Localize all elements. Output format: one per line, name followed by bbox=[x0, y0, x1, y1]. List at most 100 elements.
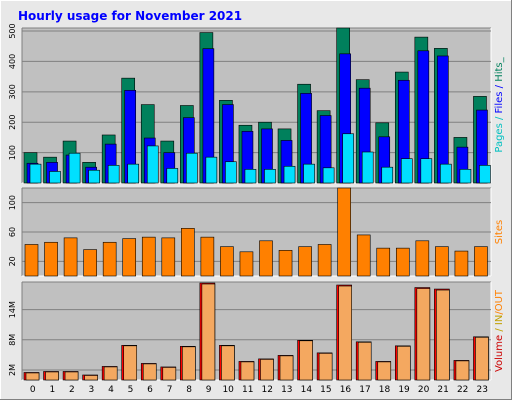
legend-part: _ bbox=[494, 56, 505, 63]
x-tick-label: 9 bbox=[206, 385, 212, 395]
legend-label: Pages / Files / Hits_ bbox=[494, 56, 505, 152]
in-bar bbox=[260, 359, 274, 381]
x-tick-label: 17 bbox=[359, 385, 370, 395]
pages-bar bbox=[127, 163, 140, 184]
sites-bar bbox=[24, 244, 39, 277]
sites-bar bbox=[141, 236, 156, 277]
pages-bar bbox=[205, 156, 218, 184]
pages-bar bbox=[400, 158, 413, 184]
x-tick-label: 16 bbox=[340, 385, 352, 395]
pages-bar bbox=[303, 163, 315, 184]
legend-part: / bbox=[494, 325, 505, 335]
pages-bar bbox=[283, 165, 296, 184]
pages-bar bbox=[440, 163, 452, 184]
in-bar bbox=[142, 363, 157, 381]
pages-bar bbox=[479, 165, 491, 184]
x-tick-label: 22 bbox=[457, 385, 468, 395]
in-bar bbox=[182, 346, 196, 381]
y-tick-label: 200 bbox=[8, 115, 17, 130]
in-bar bbox=[318, 353, 333, 381]
in-bar bbox=[338, 285, 352, 381]
legend-label: Sites bbox=[494, 220, 505, 244]
in-bar bbox=[162, 367, 177, 381]
in-bar bbox=[84, 375, 98, 381]
pages-bar bbox=[166, 168, 179, 184]
pages-bar bbox=[381, 166, 394, 184]
pages-bar bbox=[244, 169, 257, 184]
in-bar bbox=[25, 372, 40, 381]
pages-bar bbox=[29, 163, 42, 184]
sites-bar bbox=[415, 240, 430, 277]
pages-bar bbox=[225, 161, 237, 184]
x-tick-label: 20 bbox=[418, 385, 430, 395]
y-tick-label: 500 bbox=[8, 23, 17, 38]
y-tick-label: 8M bbox=[8, 334, 17, 346]
in-bar bbox=[299, 340, 313, 381]
panel-hits-files-pages: 100 200 300 400 500 Pages / Files / Hits_ bbox=[8, 23, 505, 184]
x-tick-label: 3 bbox=[89, 385, 95, 395]
sites-bar bbox=[181, 228, 195, 277]
y-tick-label: 14M bbox=[8, 301, 17, 318]
legend-part: Pages bbox=[494, 123, 505, 152]
panel-sites: 20 60 100 Sites bbox=[8, 187, 505, 277]
sites-bar bbox=[63, 237, 78, 277]
sites-bar bbox=[278, 250, 293, 277]
sites-bar bbox=[435, 246, 449, 277]
sites-bar bbox=[161, 237, 176, 277]
pages-bar bbox=[361, 151, 374, 184]
in-bar bbox=[201, 283, 216, 381]
x-tick-label: 4 bbox=[108, 385, 114, 395]
in-bar bbox=[279, 355, 294, 381]
sites-bar bbox=[395, 247, 410, 277]
x-tick-label: 14 bbox=[301, 385, 313, 395]
sites-bar bbox=[220, 246, 234, 277]
sites-bar bbox=[337, 187, 351, 277]
legend-part: Sites bbox=[494, 220, 505, 244]
pages-bar bbox=[322, 167, 335, 184]
x-tick-label: 6 bbox=[147, 385, 153, 395]
plot-area bbox=[22, 282, 491, 380]
pages-bar bbox=[68, 152, 81, 184]
legend-part: / bbox=[494, 82, 505, 92]
sites-bar bbox=[239, 251, 254, 277]
pages-bar bbox=[342, 133, 354, 184]
pages-bar bbox=[88, 169, 100, 184]
sites-bar bbox=[298, 246, 312, 277]
y-tick-label: 60 bbox=[8, 227, 17, 237]
pages-bar bbox=[49, 171, 61, 184]
sites-bar bbox=[474, 246, 488, 277]
in-bar bbox=[396, 346, 411, 381]
sites-bar bbox=[356, 234, 371, 277]
in-bar bbox=[455, 360, 470, 381]
x-tick-label: 15 bbox=[320, 385, 331, 395]
legend-label: Volume / IN/OUT bbox=[494, 289, 505, 372]
legend-part: Volume bbox=[494, 335, 505, 372]
y-tick-label: 400 bbox=[8, 54, 17, 69]
y-tick-label: 300 bbox=[8, 84, 17, 99]
x-tick-label: 0 bbox=[30, 385, 36, 395]
pages-bar bbox=[459, 169, 472, 184]
sites-bar bbox=[102, 241, 117, 277]
x-tick-label: 11 bbox=[242, 385, 253, 395]
sites-bar bbox=[454, 250, 469, 277]
pages-bar bbox=[264, 169, 276, 184]
y-tick-label: 20 bbox=[8, 256, 17, 266]
x-tick-label: 10 bbox=[222, 385, 234, 395]
x-tick-label: 12 bbox=[262, 385, 273, 395]
y-tick-label: 2M bbox=[8, 364, 17, 376]
plot-area bbox=[22, 28, 491, 183]
panel-volume: 2M 8M 14M Volume / IN/OUT bbox=[8, 281, 505, 381]
x-axis-hour-labels: 0 1 2 3 4 5 6 7 8 9 10 11 12 13 14 15 16 17 18 19 20 21 22 23 bbox=[30, 385, 488, 395]
in-bar bbox=[103, 366, 118, 381]
x-tick-label: 19 bbox=[398, 385, 410, 395]
x-tick-label: 8 bbox=[186, 385, 192, 395]
in-bar bbox=[221, 345, 235, 381]
legend-part: Files bbox=[494, 92, 505, 114]
y-tick-label: 100 bbox=[8, 145, 17, 160]
in-bar bbox=[64, 371, 79, 381]
in-bar bbox=[45, 371, 59, 381]
x-tick-label: 7 bbox=[167, 385, 173, 395]
sites-bar bbox=[317, 244, 332, 277]
legend-part: Hits bbox=[494, 62, 505, 81]
